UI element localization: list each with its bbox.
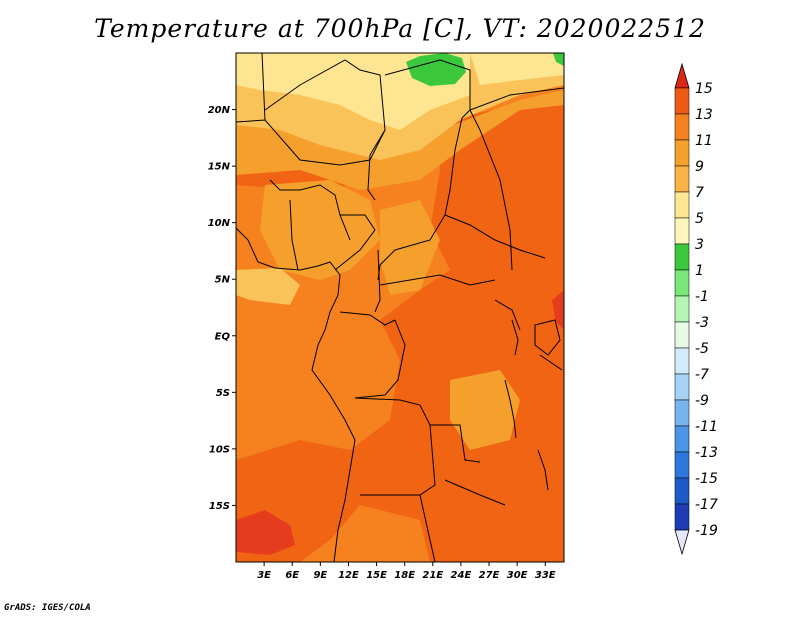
colorbar-label-11: -7 [695, 367, 709, 383]
border-ghana-togo [289, 199, 299, 271]
field-hot-red-east [552, 290, 564, 330]
lon-tick-label-0: 3E [257, 570, 271, 581]
axis-ticks [232, 109, 546, 566]
axis-tick-labels: 20N 15N 10N 5N EQ 5S 10S 15S 3E 6E 9E 12E 15E 18E 21E 2… [208, 105, 556, 581]
lat-tick-label-6: 10S [209, 444, 230, 455]
border-niger-chad [367, 129, 386, 201]
lat-tick-label-4: EQ [215, 331, 231, 342]
colorbar-bin-0 [674, 87, 690, 115]
border-mali-niger [264, 119, 386, 166]
colorbar-bin-1 [674, 113, 690, 141]
colorbar-label-7: 1 [695, 263, 704, 279]
colorbar-label-3: 9 [695, 159, 704, 175]
colorbar-bin-13 [674, 425, 690, 453]
grads-credit: GrADS: IGES/COLA [4, 603, 91, 613]
chart-title: Temperature at 700hPa [C], VT: 202002251… [94, 14, 706, 43]
colorbar-label-9: -3 [695, 315, 709, 331]
field-hot-red-southwest [236, 510, 295, 555]
colorbar-bin-10 [674, 347, 690, 375]
lon-tick-label-9: 30E [507, 570, 528, 581]
lon-tick-label-1: 6E [285, 570, 299, 581]
colorbar-bin-2 [674, 139, 690, 167]
colorbar-label-2: 11 [695, 133, 713, 149]
colorbar-label-4: 7 [695, 185, 704, 201]
lon-tick-label-2: 9E [313, 570, 327, 581]
colorbar: 15 13 11 9 7 5 3 1 -1 -3 -5 -7 -9 -11 -13 -15 -17 -19 [674, 62, 718, 556]
border-congo-drc [354, 319, 406, 399]
field-green-cold-spot [406, 53, 466, 86]
lat-tick-label-7: 15S [209, 501, 230, 512]
colorbar-top-arrow [674, 62, 690, 89]
lon-tick-label-7: 24E [451, 570, 472, 581]
colorbar-label-0: 15 [695, 81, 713, 97]
colorbar-label-10: -5 [695, 341, 709, 357]
colorbar-bin-4 [674, 191, 690, 219]
lon-tick-label-6: 21E [422, 570, 443, 581]
lat-tick-label-3: 5N [215, 275, 231, 286]
colorbar-bin-16 [674, 503, 690, 531]
colorbar-label-14: -13 [695, 445, 718, 461]
border-namibia-botswana [419, 494, 436, 562]
field-pale-orange-coast [236, 268, 300, 305]
lon-tick-label-4: 15E [366, 570, 387, 581]
colorbar-label-13: -11 [695, 419, 718, 435]
colorbar-label-6: 3 [695, 237, 704, 253]
temperature-field [236, 53, 564, 562]
field-green-corner [553, 53, 564, 66]
lat-tick-label-1: 15N [208, 162, 231, 173]
colorbar-bin-15 [674, 477, 690, 505]
lake-victoria [534, 319, 561, 356]
colorbar-bin-12 [674, 399, 690, 427]
colorbar-bin-3 [674, 165, 690, 193]
lon-tick-label-5: 18E [394, 570, 415, 581]
country-borders [236, 53, 564, 562]
colorbar-bin-7 [674, 269, 690, 297]
river-nile [469, 109, 513, 271]
lat-tick-label-2: 10N [208, 218, 231, 229]
border-gabon-congo [339, 311, 396, 326]
border-mali-algeria [264, 59, 386, 131]
colorbar-label-16: -17 [695, 497, 718, 513]
colorbar-bin-11 [674, 373, 690, 401]
border-egypt-sudan [469, 87, 564, 111]
lake-albert [511, 319, 519, 356]
field-pale-yellow-east [470, 53, 564, 85]
lon-tick-label-3: 12E [338, 570, 359, 581]
border-niger-libya [384, 59, 471, 119]
colorbar-bin-5 [674, 217, 690, 245]
field-light-orange-kalahari [450, 370, 520, 450]
border-car-drc [379, 274, 496, 286]
border-nigeria-cameroon [334, 214, 376, 271]
colorbar-bin-9 [674, 321, 690, 349]
lat-tick-label-0: 20N [208, 105, 231, 116]
colorbar-label-12: -9 [695, 393, 709, 409]
border-chad-sudan [377, 117, 463, 281]
border-zambia-zimbabwe [444, 479, 506, 506]
colorbar-label-1: 13 [695, 107, 713, 123]
lon-tick-label-10: 33E [535, 570, 556, 581]
colorbar-bin-6 [674, 243, 690, 271]
colorbar-bottom-arrow [674, 529, 690, 556]
lat-tick-label-5: 5S [216, 388, 230, 399]
colorbar-label-17: -19 [695, 523, 718, 539]
border-kenya-tanzania [539, 354, 563, 371]
field-light-orange-central [380, 200, 440, 295]
colorbar-bin-14 [674, 451, 690, 479]
lake-malawi [537, 449, 549, 491]
colorbar-bin-8 [674, 295, 690, 323]
border-angola-zambia [360, 424, 436, 496]
lake-tanganyika [504, 379, 517, 439]
coastline-west-africa [236, 227, 356, 562]
colorbar-label-8: -1 [695, 289, 709, 305]
border-drc-uganda [494, 299, 521, 331]
colorbar-label-5: 5 [695, 211, 704, 227]
map-frame [235, 52, 565, 563]
lon-tick-label-8: 27E [479, 570, 500, 581]
field-dark-orange-east [350, 100, 564, 562]
border-cameroon-car [374, 249, 381, 313]
border-sudan-south-sudan [444, 214, 546, 259]
colorbar-label-15: -15 [695, 471, 718, 487]
